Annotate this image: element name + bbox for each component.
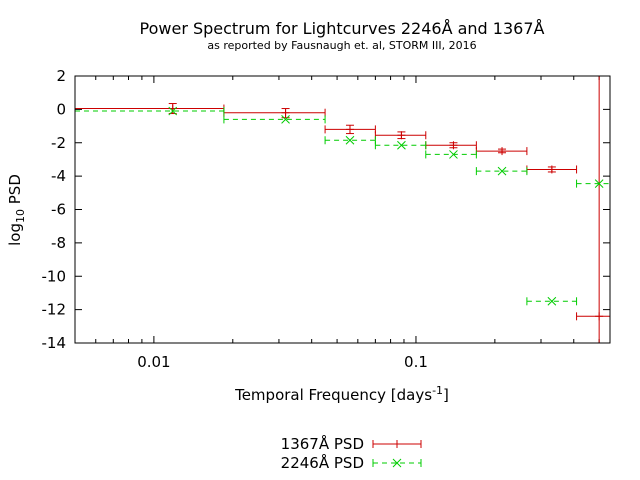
marker-cross <box>392 458 402 468</box>
series-2246 <box>75 106 610 306</box>
svg-text:log10 PSD: log10 PSD <box>6 174 27 246</box>
y-tick-label: -6 <box>51 201 66 219</box>
marker-cross <box>547 296 557 306</box>
chart-title: Power Spectrum for Lightcurves 2246Å and… <box>140 19 545 38</box>
y-tick-label: -12 <box>42 301 67 319</box>
y-tick-label: -4 <box>51 167 66 185</box>
x-axis-label: Temporal Frequency [days-1] <box>234 384 449 404</box>
y-axis-label-sub: 10 <box>14 209 27 223</box>
y-axis-label: log10 PSD <box>6 174 27 246</box>
x-tick-label: 0.1 <box>404 353 428 371</box>
marker-cross <box>397 140 406 150</box>
plot-frame <box>74 75 611 344</box>
x-axis-label-main: Temporal Frequency [days <box>234 386 432 404</box>
marker-cross <box>345 135 355 145</box>
y-axis-label-end: PSD <box>6 174 24 209</box>
y-tick-label: -2 <box>51 134 66 152</box>
x-tick-label: 0.01 <box>137 353 170 371</box>
y-tick-label: -14 <box>42 334 67 352</box>
x-axis-label-sup: -1 <box>432 384 443 397</box>
marker-cross <box>281 115 290 124</box>
y-tick-label: -10 <box>42 267 67 285</box>
legend-label: 2246Å PSD <box>281 453 364 472</box>
marker-cross <box>449 150 458 159</box>
y-axis-label-main: log <box>6 223 24 246</box>
marker-cross <box>594 179 604 188</box>
axis-ticks: 2 0 -2 -4 -6 -8 -10 -12 -14 0.01 0.1 <box>42 67 610 371</box>
marker-cross <box>168 106 178 116</box>
y-tick-label: 0 <box>56 100 66 118</box>
y-tick-label: 2 <box>56 67 66 85</box>
legend-label: 1367Å PSD <box>281 434 364 453</box>
y-tick-label: -8 <box>51 234 66 252</box>
series-1367 <box>75 76 610 343</box>
chart-subtitle: as reported by Fausnaugh et. al, STORM I… <box>207 39 476 52</box>
plot-area <box>75 76 610 343</box>
marker-cross <box>497 166 507 176</box>
x-axis-label-end: ] <box>443 386 449 404</box>
